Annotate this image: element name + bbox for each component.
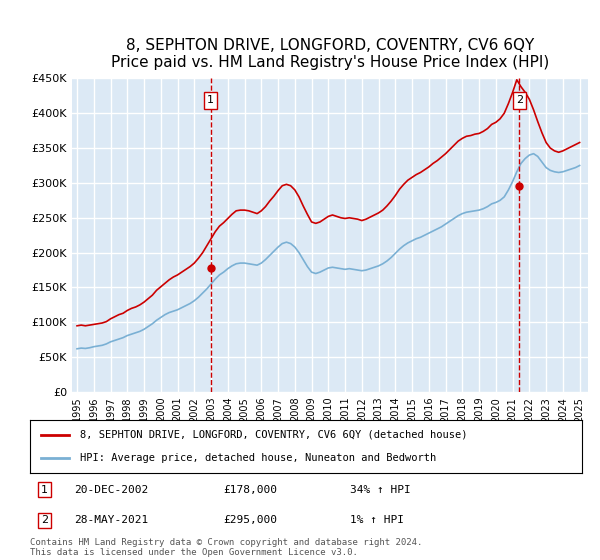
Text: £178,000: £178,000 (223, 484, 277, 494)
Text: 2: 2 (41, 515, 48, 525)
Text: £295,000: £295,000 (223, 515, 277, 525)
Text: 1: 1 (207, 95, 214, 105)
Text: 8, SEPHTON DRIVE, LONGFORD, COVENTRY, CV6 6QY (detached house): 8, SEPHTON DRIVE, LONGFORD, COVENTRY, CV… (80, 430, 467, 440)
Text: Contains HM Land Registry data © Crown copyright and database right 2024.
This d: Contains HM Land Registry data © Crown c… (30, 538, 422, 557)
Text: 1% ↑ HPI: 1% ↑ HPI (350, 515, 404, 525)
Text: 20-DEC-2002: 20-DEC-2002 (74, 484, 148, 494)
Text: 34% ↑ HPI: 34% ↑ HPI (350, 484, 411, 494)
Text: 2: 2 (516, 95, 523, 105)
Title: 8, SEPHTON DRIVE, LONGFORD, COVENTRY, CV6 6QY
Price paid vs. HM Land Registry's : 8, SEPHTON DRIVE, LONGFORD, COVENTRY, CV… (111, 38, 549, 71)
Text: 28-MAY-2021: 28-MAY-2021 (74, 515, 148, 525)
Text: HPI: Average price, detached house, Nuneaton and Bedworth: HPI: Average price, detached house, Nune… (80, 453, 436, 463)
Text: 1: 1 (41, 484, 48, 494)
